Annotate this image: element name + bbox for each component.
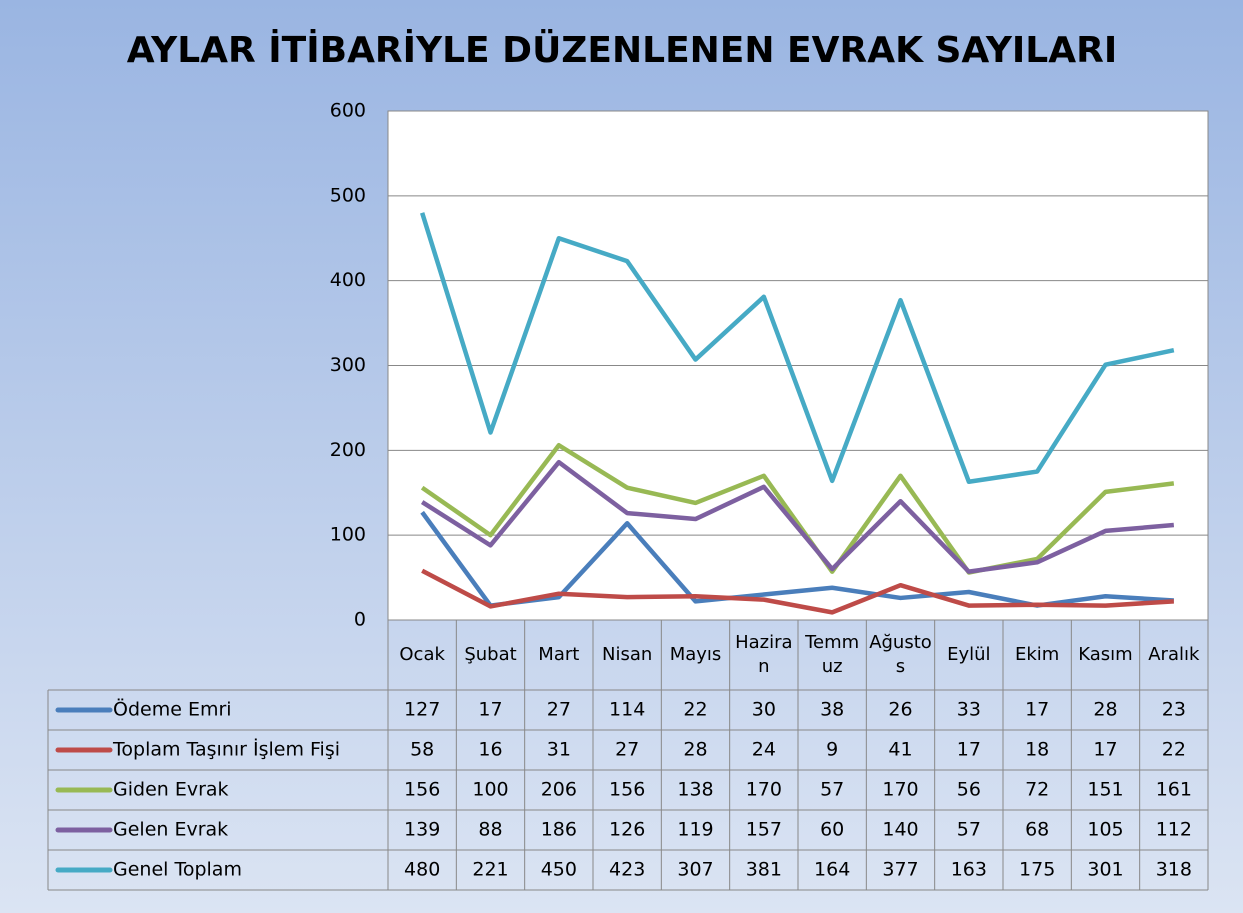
table-value: 206 [541,779,577,801]
series-line [421,568,1174,615]
series-line [420,442,1175,575]
table-value: 377 [882,859,918,881]
table-value: 301 [1087,859,1123,881]
table-value: 17 [1093,739,1117,761]
y-tick-label: 0 [354,609,366,631]
table-value: 16 [478,739,502,761]
table-value: 17 [478,699,502,721]
table-value: 30 [752,699,776,721]
table-value: 170 [882,779,918,801]
table-value: 480 [404,859,440,881]
table-value: 163 [951,859,987,881]
y-tick-label: 300 [330,354,366,376]
table-value: 100 [472,779,508,801]
table-value: 57 [957,819,981,841]
table-value: 139 [404,819,440,841]
x-tick-label: Temmuz [805,632,860,677]
table-value: 221 [472,859,508,881]
table-value: 450 [541,859,577,881]
table-value: 140 [882,819,918,841]
table-value: 57 [820,779,844,801]
x-tick-label: Şubat [464,644,517,665]
table-value: 18 [1025,739,1049,761]
table-value: 24 [752,739,776,761]
table-value: 151 [1087,779,1123,801]
legend-label: Ödeme Emri [113,698,232,721]
table-value: 17 [957,739,981,761]
legend-label: Toplam Taşınır İşlem Fişi [112,738,340,761]
table-value: 58 [410,739,434,761]
x-tick-label: Ocak [399,644,445,665]
table-value: 28 [1093,699,1117,721]
x-tick-label: Nisan [602,644,653,665]
table-value: 68 [1025,819,1049,841]
table-value: 88 [478,819,502,841]
table-value: 170 [746,779,782,801]
x-tick-label: Ekim [1014,644,1060,665]
y-tick-label: 100 [330,524,366,546]
x-tick-label: Ağustos [869,632,932,677]
table-value: 41 [888,739,912,761]
x-tick-label: Mayıs [669,644,722,665]
y-tick-label: 500 [330,184,366,206]
table-value: 28 [683,739,707,761]
table-value: 22 [1162,739,1186,761]
table-value: 33 [957,699,981,721]
table-value: 156 [609,779,645,801]
table-value: 381 [746,859,782,881]
table-value: 60 [820,819,844,841]
table-value: 114 [609,699,645,721]
table-value: 307 [677,859,713,881]
table-value: 27 [615,739,639,761]
table-value: 17 [1025,699,1049,721]
legend-label: Giden Evrak [113,779,229,801]
y-tick-label: 200 [330,439,366,461]
table-value: 175 [1019,859,1055,881]
table-value: 22 [683,699,707,721]
table-value: 186 [541,819,577,841]
table-value: 138 [677,779,713,801]
table-value: 56 [957,779,981,801]
table-value: 156 [404,779,440,801]
table-value: 112 [1156,819,1192,841]
legend-label: Gelen Evrak [113,819,228,841]
x-tick-label: Haziran [735,632,793,677]
table-value: 127 [404,699,440,721]
table-value: 318 [1156,859,1192,881]
x-tick-label: Eylül [947,644,991,665]
table-value: 26 [888,699,912,721]
x-tick-label: Aralık [1148,644,1200,665]
table-value: 161 [1156,779,1192,801]
legend-label: Genel Toplam [113,859,242,881]
y-tick-label: 400 [330,269,366,291]
x-tick-label: Mart [538,644,580,665]
table-value: 126 [609,819,645,841]
table-value: 157 [746,819,782,841]
series-line [420,459,1175,574]
table-value: 31 [547,739,571,761]
series-line [420,212,1175,484]
table-value: 164 [814,859,850,881]
table-value: 23 [1162,699,1186,721]
table-value: 27 [547,699,571,721]
x-tick-label: Kasım [1078,644,1133,665]
table-value: 38 [820,699,844,721]
table-value: 119 [677,819,713,841]
table-value: 105 [1087,819,1123,841]
table-value: 72 [1025,779,1049,801]
chart-title: AYLAR İTİBARİYLE DÜZENLENEN EVRAK SAYILA… [127,29,1117,71]
table-value: 9 [826,739,838,761]
y-tick-label: 600 [330,100,366,122]
table-value: 423 [609,859,645,881]
